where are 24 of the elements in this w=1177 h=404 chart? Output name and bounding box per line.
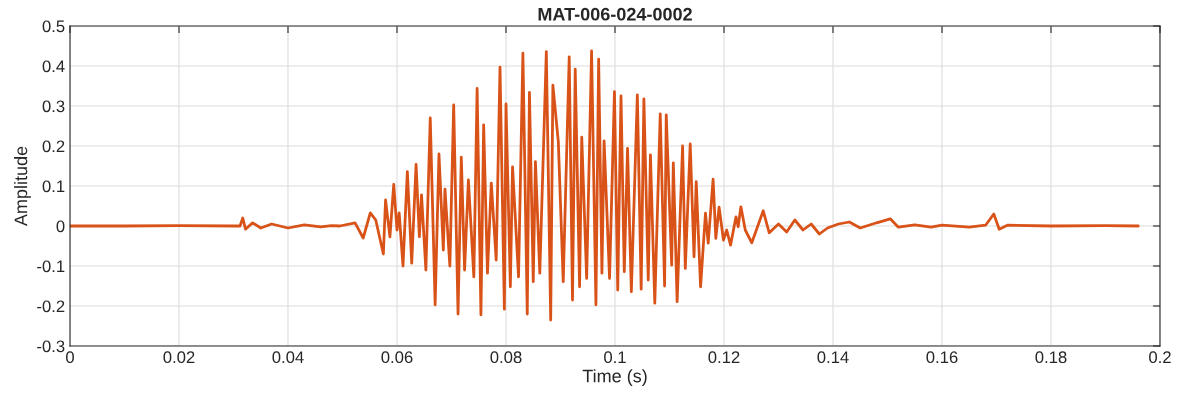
x-tick-label: 0 (66, 351, 74, 364)
x-tick-label: 0.16 (926, 351, 958, 364)
x-tick-label: 0.2 (1149, 351, 1171, 364)
x-tick-label: 0.08 (490, 351, 522, 364)
y-tick-label: 0.1 (42, 180, 65, 193)
x-tick-label: 0.04 (272, 351, 304, 364)
x-axis-title: Time (s) (582, 369, 647, 386)
y-tick-label: -0.3 (37, 340, 65, 353)
y-tick-label: 0.2 (42, 140, 65, 153)
y-tick-label: 0.3 (42, 100, 65, 113)
x-tick-label: 0.1 (604, 351, 626, 364)
y-axis-title: Amplitude (14, 146, 31, 227)
y-tick-label: -0.1 (37, 260, 65, 273)
x-tick-label: 0.12 (708, 351, 740, 364)
chart-title: MAT-006-024-0002 (538, 7, 692, 21)
x-tick-label: 0.02 (163, 351, 195, 364)
y-tick-label: 0.5 (42, 20, 65, 33)
x-tick-label: 0.06 (381, 351, 413, 364)
x-tick-label: 0.18 (1035, 351, 1067, 364)
line-series (70, 49, 1140, 322)
y-tick-label: -0.2 (37, 300, 65, 313)
y-tick-label: 0 (56, 220, 65, 233)
x-tick-label: 0.14 (817, 351, 849, 364)
y-tick-label: 0.4 (42, 60, 65, 73)
